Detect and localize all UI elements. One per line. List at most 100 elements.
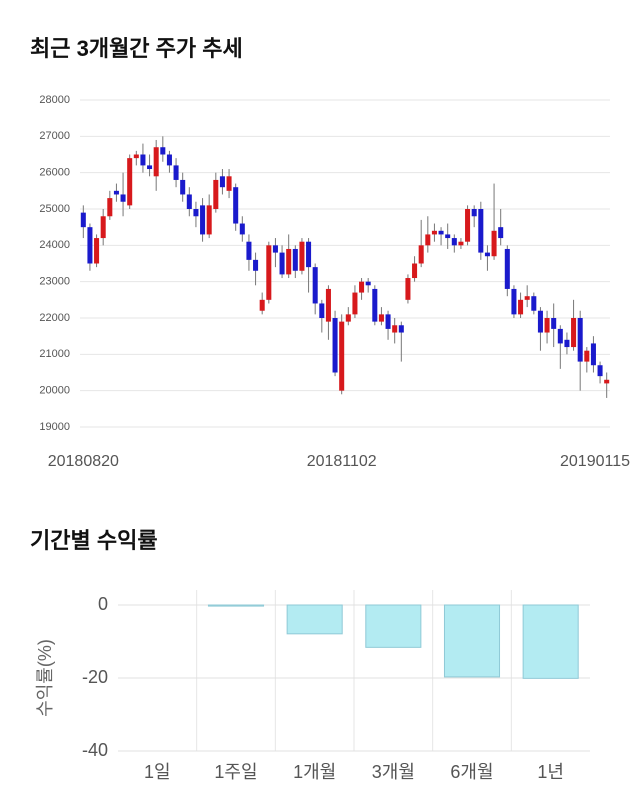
bar — [443, 604, 501, 678]
candle-body — [378, 314, 384, 322]
x-tick-label: 1주일 — [214, 762, 257, 782]
candle-body — [107, 198, 113, 217]
candle-body — [518, 299, 524, 315]
candle-body — [571, 318, 577, 348]
candle-body — [239, 223, 245, 235]
candle-body — [498, 227, 504, 239]
x-tick-label: 1년 — [537, 762, 564, 782]
y-tick-label: 27000 — [39, 130, 70, 142]
chart-title: 최근 3개월간 주가 추세 — [30, 36, 243, 61]
candle-body — [438, 230, 444, 235]
candle-body — [531, 296, 537, 311]
candle-body — [166, 154, 172, 166]
x-tick-label: 3개월 — [372, 762, 415, 782]
candle-body — [253, 259, 259, 271]
candle-body — [584, 350, 590, 362]
candle-body — [259, 299, 265, 311]
bar — [207, 604, 265, 607]
x-tick-label: 1개월 — [293, 762, 336, 782]
candle-body — [133, 154, 139, 159]
candle-body — [299, 241, 305, 271]
x-tick-label: 20190115 — [560, 453, 630, 470]
candle-body — [537, 310, 543, 333]
candle-body — [312, 267, 318, 304]
candle-body — [226, 176, 232, 191]
candle-body — [359, 281, 365, 293]
candle-body — [266, 245, 272, 300]
candle-body — [431, 230, 437, 235]
candle-body — [405, 278, 411, 300]
candle-body — [100, 216, 106, 239]
candle-body — [445, 234, 451, 239]
y-tick-label: 19000 — [39, 421, 70, 433]
y-tick-label: 24000 — [39, 239, 70, 251]
candle-body — [577, 318, 583, 362]
candle-body — [219, 176, 225, 188]
candle-body — [339, 321, 345, 391]
candle-body — [180, 179, 186, 195]
candle-body — [113, 190, 119, 195]
candle-body — [186, 194, 192, 209]
candle-body — [412, 263, 418, 279]
candle-body — [484, 252, 490, 257]
candle-body — [325, 288, 331, 322]
bar — [365, 604, 422, 648]
candle-body — [385, 314, 391, 329]
y-tick-label: -20 — [82, 667, 108, 687]
candle-body — [604, 379, 610, 384]
candle-body — [392, 325, 398, 333]
candle-body — [80, 212, 86, 228]
candle-body — [590, 343, 596, 366]
candle-body — [418, 245, 424, 264]
candle-body — [286, 248, 292, 275]
y-tick-label: 26000 — [39, 167, 70, 179]
candle-body — [160, 147, 166, 155]
candle-body — [120, 194, 126, 202]
x-tick-label: 6개월 — [450, 762, 493, 782]
candle-body — [511, 288, 517, 315]
candle-body — [94, 238, 100, 264]
y-tick-label: 21000 — [39, 348, 70, 360]
candle-body — [292, 248, 298, 271]
candle-body — [425, 234, 431, 246]
candle-body — [345, 314, 351, 322]
candle-body — [557, 328, 563, 344]
candle-body — [551, 318, 557, 329]
x-tick-label: 20181102 — [307, 453, 377, 470]
y-tick-label: 23000 — [39, 276, 70, 288]
candle-body — [272, 245, 278, 253]
candle-body — [365, 281, 371, 286]
candle-body — [200, 205, 206, 235]
candle-body — [127, 158, 133, 206]
candle-body — [173, 165, 179, 180]
candle-body — [491, 230, 497, 257]
bar — [522, 604, 579, 679]
candle-body — [193, 209, 199, 217]
y-tick-label: 28000 — [39, 94, 70, 106]
candle-body — [471, 209, 477, 217]
y-axis-label: 수익률(%) — [35, 639, 55, 717]
candle-body — [233, 187, 239, 224]
candle-body — [246, 241, 252, 260]
y-tick-label: 25000 — [39, 203, 70, 215]
candle-body — [87, 227, 93, 264]
candle-body — [544, 318, 550, 333]
candle-body — [465, 209, 471, 242]
candle-body — [597, 365, 603, 377]
candle-body — [332, 318, 338, 373]
candle-body — [352, 292, 358, 315]
x-tick-label: 1일 — [144, 762, 171, 782]
candle-body — [306, 241, 312, 268]
x-tick-label: 20180820 — [48, 453, 119, 470]
y-tick-label: 22000 — [39, 312, 70, 324]
chart-title: 기간별 수익률 — [30, 528, 158, 553]
candle-body — [147, 165, 153, 170]
candle-body — [319, 303, 325, 318]
candle-body — [564, 339, 570, 348]
candle-body — [451, 238, 457, 246]
candle-body — [372, 288, 378, 322]
bar — [286, 604, 343, 635]
y-tick-label: 0 — [98, 594, 108, 614]
y-tick-label: 20000 — [39, 385, 70, 397]
